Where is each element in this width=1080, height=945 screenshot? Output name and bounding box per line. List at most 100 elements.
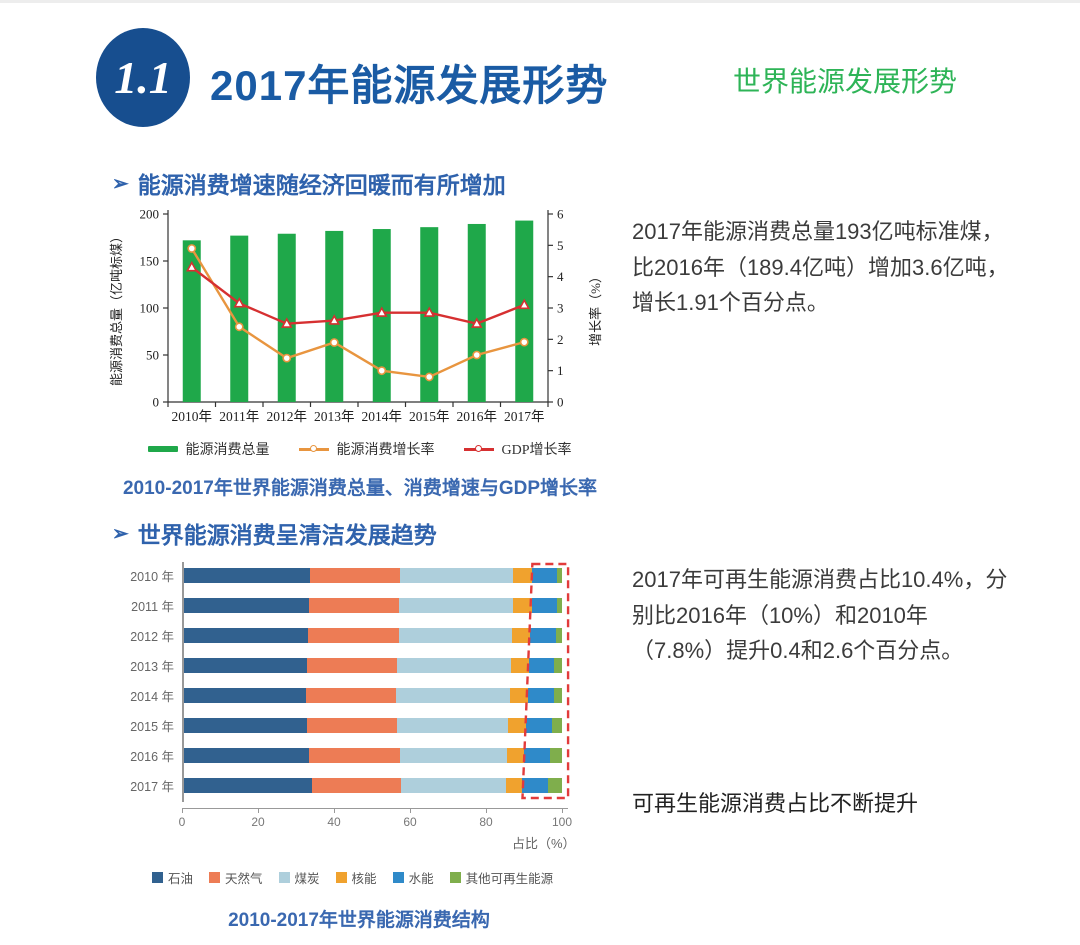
segment-其他可再生能源 (556, 598, 562, 613)
y-axis-line (182, 562, 184, 802)
segment-水能 (526, 718, 553, 733)
top-divider (0, 0, 1080, 3)
x-tick (562, 809, 564, 813)
stacked-chart-caption: 2010-2017年世界能源消费结构 (228, 910, 490, 931)
segment-其他可再生能源 (553, 688, 562, 703)
legend-color-swatch (335, 872, 347, 883)
row-label: 2014 年 (130, 690, 174, 704)
row-label: 2011 年 (131, 600, 174, 614)
right-tick-label: 0 (557, 395, 564, 410)
segment-煤炭 (395, 688, 510, 703)
left-tick-label: 0 (153, 395, 160, 410)
stacked-row-2013年: 2013 年 (118, 658, 600, 674)
x-tick-label: 2013年 (314, 409, 355, 424)
segment-核能 (509, 688, 528, 703)
x-tick-label: 2012年 (267, 409, 308, 424)
legend-line-swatch (299, 444, 330, 452)
marker-circle (377, 366, 387, 376)
segment-天然气 (308, 598, 399, 613)
segment-石油 (182, 568, 310, 583)
marker-triangle (233, 297, 246, 308)
right-axis-title: 增长率（%） (588, 270, 603, 346)
legend-label: 能源消费总量 (185, 443, 270, 458)
segment-煤炭 (398, 598, 513, 613)
left-tick-label: 200 (140, 207, 160, 222)
combo-chart-caption: 2010-2017年世界能源消费总量、消费增速与GDP增长率 (122, 478, 598, 499)
marker-triangle (375, 306, 388, 317)
stacked-row-2014年: 2014 年 (118, 688, 600, 704)
page-title: 2017年能源发展形势 (210, 62, 609, 109)
stacked-bar (182, 658, 562, 673)
right-tick-label: 6 (557, 207, 564, 222)
left-tick-label: 150 (140, 254, 160, 269)
x-tick-label: 2015年 (409, 409, 450, 424)
segment-石油 (182, 778, 312, 793)
x-axis-label: 占比（%） (512, 836, 576, 851)
x-tick-label: 60 (403, 815, 417, 829)
legend-color-swatch (392, 872, 404, 883)
segment-其他可再生能源 (555, 628, 562, 643)
segment-核能 (506, 748, 524, 763)
segment-核能 (513, 568, 533, 583)
segment-核能 (508, 718, 527, 733)
segment-核能 (512, 598, 532, 613)
legend-bar-swatch (148, 446, 179, 452)
segment-天然气 (307, 658, 398, 673)
arrow-bullet-icon: ➢ (112, 172, 129, 195)
legend-item-煤炭: 煤炭 (278, 868, 320, 887)
marker-circle (519, 337, 529, 347)
segment-水能 (530, 628, 556, 643)
segment-核能 (511, 658, 529, 673)
legend-marker-dot (475, 444, 483, 452)
segment-石油 (182, 628, 308, 643)
section1-heading-text: 能源消费增速随经济回暖而有所增加 (137, 172, 506, 198)
segment-水能 (528, 658, 555, 673)
legend-label: 天然气 (225, 872, 263, 886)
row-label: 2016 年 (130, 750, 174, 764)
arrow-bullet-icon: ➢ (112, 522, 129, 545)
x-tick (334, 809, 336, 813)
x-axis: 占比（%） 0 20 40 60 80 100 (178, 808, 576, 856)
stacked-bar (182, 778, 562, 793)
stacked-chart-legend: 石油 天然气 煤炭 核能 水能 其他可再生能源 (152, 868, 600, 887)
row-label: 2012 年 (130, 630, 174, 644)
segment-天然气 (309, 568, 401, 583)
x-tick (258, 809, 260, 813)
marker-triangle (518, 298, 531, 310)
row-label: 2010 年 (130, 570, 174, 584)
segment-其他可再生能源 (550, 748, 562, 763)
stacked-chart-grid: 2010 年 2011 年 2012 年 2013 年 2014 年 2015 年 2016… (118, 552, 600, 802)
combo-chart-legend: 能源消费总量 能源消费增长率 GDP增长率 (106, 439, 614, 459)
legend-label: 石油 (168, 872, 194, 886)
x-tick-label: 100 (551, 815, 573, 829)
legend-item-能源消费增长率: 能源消费增长率 (299, 439, 434, 459)
marker-triangle (470, 317, 483, 328)
stacked-bar (182, 748, 562, 763)
legend-item-其他可再生能源: 其他可再生能源 (449, 868, 553, 887)
segment-石油 (182, 748, 309, 763)
legend-line-swatch (464, 444, 495, 452)
bar-2010年 (182, 240, 201, 402)
section2-paragraph: 2017年可再生能源消费占比10.4%，分 别比2016年（10%）和2010年… (632, 567, 1008, 664)
section-number-badge: 1.1 (96, 28, 190, 127)
bar-2016年 (467, 223, 486, 402)
right-tick-label: 3 (557, 301, 564, 316)
line-能源消费增长率 (190, 247, 525, 379)
segment-水能 (532, 568, 558, 583)
combo-chart-svg: 0 50 100 150 200 0 1 2 3 4 5 6 2010年 2011年 2012年 2013年 2… (109, 207, 603, 425)
legend-item-GDP增长率: GDP增长率 (464, 439, 572, 459)
segment-天然气 (307, 628, 399, 643)
legend-color-swatch (209, 872, 221, 883)
x-tick-label: 2010年 (172, 409, 213, 424)
left-tick-label: 50 (146, 348, 159, 363)
x-tick-label: 80 (479, 815, 493, 829)
section-number: 1.1 (114, 52, 172, 103)
marker-triangle (328, 314, 341, 325)
segment-煤炭 (398, 628, 513, 643)
marker-circle (187, 244, 197, 253)
x-tick-label: 0 (178, 815, 186, 829)
bar-2011年 (230, 235, 249, 402)
stacked-row-2010年: 2010 年 (118, 568, 600, 584)
legend-label: 水能 (408, 872, 434, 886)
segment-水能 (522, 778, 549, 793)
